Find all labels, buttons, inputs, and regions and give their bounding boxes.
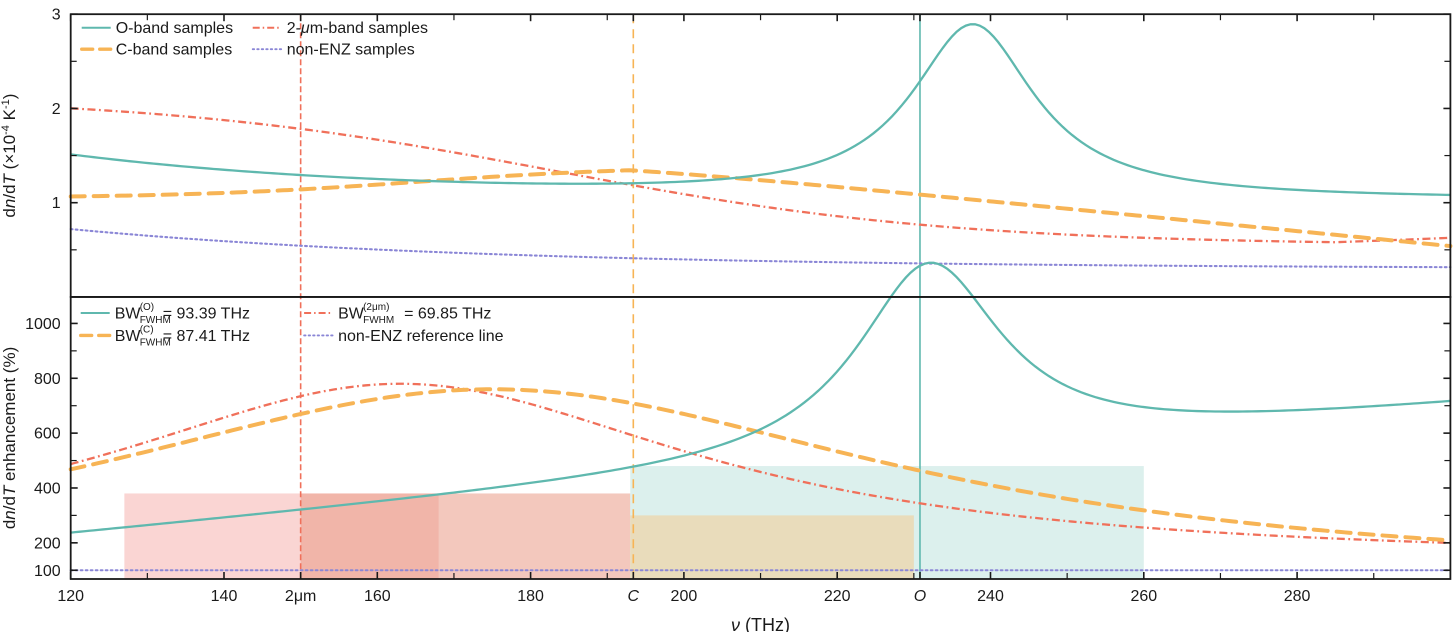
svg-text:3: 3 [52, 7, 61, 24]
svg-text:2: 2 [52, 101, 61, 118]
svg-text:600: 600 [34, 426, 61, 443]
svg-text:140: 140 [211, 588, 238, 605]
svg-text:C: C [628, 588, 640, 605]
svg-text:dn/dT (×10-4 K-1): dn/dT (×10-4 K-1) [0, 94, 19, 218]
svg-text:= 87.41 THz: = 87.41 THz [163, 328, 250, 345]
svg-text:O-band samples: O-band samples [116, 20, 233, 37]
svg-text:BW: BW [115, 328, 142, 345]
svg-text:120: 120 [57, 588, 84, 605]
svg-text:800: 800 [34, 371, 61, 388]
svg-text:BW: BW [338, 305, 365, 322]
svg-text:dn/dT enhancement (%): dn/dT enhancement (%) [0, 347, 19, 529]
svg-text:C-band samples: C-band samples [116, 42, 233, 59]
svg-text:ν (THz): ν (THz) [731, 615, 790, 632]
svg-text:2μm: 2μm [285, 588, 316, 605]
svg-text:160: 160 [364, 588, 391, 605]
svg-text:200: 200 [671, 588, 698, 605]
svg-text:200: 200 [34, 535, 61, 552]
svg-text:240: 240 [977, 588, 1004, 605]
svg-text:non-ENZ reference line: non-ENZ reference line [338, 328, 504, 345]
svg-text:BW: BW [115, 305, 142, 322]
svg-text:2-μm-band samples: 2-μm-band samples [287, 20, 428, 37]
svg-text:260: 260 [1130, 588, 1157, 605]
svg-text:(C): (C) [140, 324, 154, 335]
svg-text:= 93.39 THz: = 93.39 THz [163, 305, 250, 322]
svg-text:220: 220 [824, 588, 851, 605]
svg-text:1000: 1000 [25, 316, 61, 333]
svg-text:180: 180 [517, 588, 544, 605]
svg-text:O: O [914, 588, 926, 605]
svg-text:non-ENZ samples: non-ENZ samples [287, 42, 415, 59]
svg-text:(2μm): (2μm) [363, 302, 389, 313]
svg-text:(O): (O) [140, 302, 154, 313]
svg-text:400: 400 [34, 480, 61, 497]
svg-text:280: 280 [1284, 588, 1311, 605]
svg-text:FWHM: FWHM [363, 315, 394, 326]
svg-text:1: 1 [52, 195, 61, 212]
svg-text:100: 100 [34, 563, 61, 580]
svg-text:= 69.85 THz: = 69.85 THz [404, 305, 491, 322]
